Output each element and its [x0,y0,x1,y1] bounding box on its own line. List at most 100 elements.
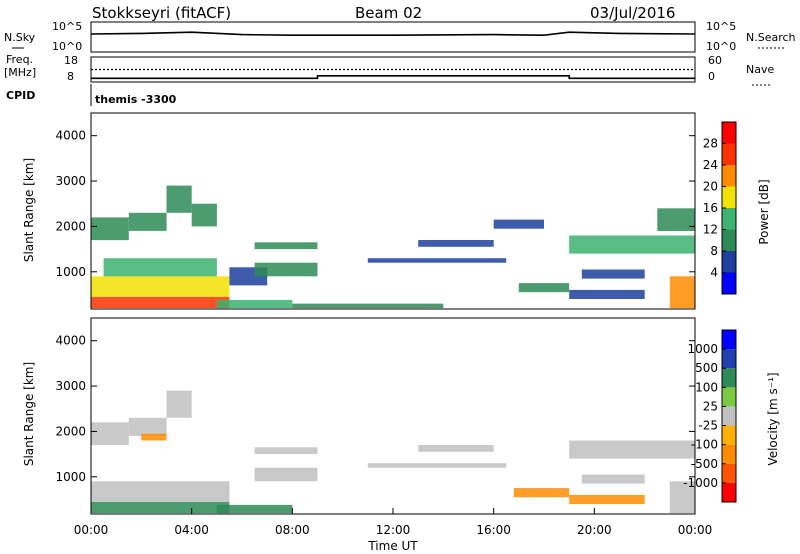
colorbar-swatch [722,229,736,251]
colorbar-tick-label: 8 [710,244,718,258]
scatter-region [128,212,167,231]
scatter-region [569,289,645,299]
scatter-region [292,303,444,309]
scatter-region [569,440,695,459]
scatter-region [581,474,645,484]
velocity-y-ticks: 1000 2000 3000 4000 [55,334,695,484]
x-tick-label: 00:00 [678,523,713,537]
scatter-region [418,445,494,452]
colorbar-tick-label: 20 [703,180,718,194]
colorbar-swatch [722,368,736,388]
colorbar-swatch [722,444,736,464]
velocity-ylabel: Slant Range [km] [22,362,36,466]
x-tick-label: 00:00 [74,523,109,537]
colorbar-swatch [722,406,736,426]
colorbar-swatch [722,143,736,165]
time-axis-label: Time UT [367,539,418,553]
colorbar-tick-label: 25 [703,399,718,413]
scatter-region [91,276,230,297]
time-axis-ticks: 00:00 04:00 08:00 12:00 16:00 20:00 00:00 [74,508,713,537]
x-tick-label: 04:00 [174,523,209,537]
colorbar-swatch [722,463,736,483]
beam-label: Beam 02 [355,4,422,22]
colorbar-tick-label: 100 [695,380,718,394]
y-tick-label: 2000 [55,424,86,438]
colorbar-swatch [722,349,736,369]
colorbar-tick-label: -100 [691,438,718,452]
cpid-label: CPID [6,89,35,102]
scatter-region [166,390,192,418]
scatter-region [254,467,318,482]
y-tick-label: 3000 [55,174,86,188]
scatter-region [569,235,695,254]
colorbar-tick-label: -25 [698,419,718,433]
colorbar-tick-label: 4 [710,266,718,280]
y-tick-label: 3000 [55,379,86,393]
power-data-layer [91,185,696,309]
scatter-region [669,276,695,309]
scatter-region [91,501,230,514]
scatter-region [128,417,167,436]
scatter-region [216,299,293,309]
power-panel-frame [90,112,696,310]
colorbar-swatch [722,251,736,273]
scatter-region [141,433,167,441]
colorbar-swatch [722,330,736,350]
x-tick-label: 08:00 [275,523,310,537]
colorbar-tick-label: 500 [695,361,718,375]
nave-label: Nave [746,63,774,76]
nsky-tick-bottom: 10^0 [52,40,82,53]
velocity-data-layer [91,390,695,514]
scatter-region [103,258,217,277]
nsearch-label: N.Search [746,31,796,44]
scatter-region [669,481,695,514]
scatter-region [367,258,507,263]
freq-unit-label: [MHz] [4,66,36,79]
noise-series-line [90,31,696,37]
colorbar-swatch [722,387,736,407]
power-y-ticks: 1000 2000 3000 4000 [55,129,695,279]
y-tick-label: 1000 [55,470,86,484]
freq-tick-bottom: 8 [67,70,74,83]
frequency-panel: Freq. [MHz] 18 8 60 0 Nave CPID themis -… [4,53,774,106]
nsky-tick-top: 10^5 [52,20,82,33]
power-colorbar-label: Power [dB] [757,179,771,244]
power-ylabel: Slant Range [km] [22,158,36,262]
colorbar-swatch [722,272,736,294]
station-title: Stokkseyri (fitACF) [92,4,231,22]
scatter-region [493,219,544,229]
y-tick-label: 4000 [55,334,86,348]
noise-panel: N.Sky 10^5 10^0 10^5 10^0 N.Search [4,20,796,53]
scatter-region [254,262,318,277]
y-tick-label: 2000 [55,219,86,233]
scatter-region [581,269,645,279]
scatter-region [91,481,230,502]
scatter-region [254,447,318,455]
colorbar-swatch [722,208,736,230]
date-label: 03/Jul/2016 [590,4,675,22]
freq-tick-top: 18 [64,54,78,67]
freq-label: Freq. [6,53,33,66]
scatter-region [569,494,645,504]
colorbar-swatch [722,165,736,187]
scatter-region [91,422,129,446]
scatter-region [166,185,192,213]
scatter-region [191,203,217,227]
scatter-region [91,217,129,241]
scatter-region [513,488,570,498]
colorbar-tick-label: 1000 [687,342,718,356]
scatter-region [418,240,494,247]
scatter-region [657,208,696,231]
y-tick-label: 4000 [55,129,86,143]
nsearch-tick-top: 10^5 [706,20,736,33]
colorbar-swatch [722,482,736,502]
x-tick-label: 20:00 [577,523,612,537]
x-tick-label: 16:00 [476,523,511,537]
nave-tick-top: 60 [708,54,722,67]
scatter-region [254,242,318,250]
scatter-region [518,283,570,293]
scatter-region [367,463,507,468]
noise-panel-frame [90,21,696,53]
